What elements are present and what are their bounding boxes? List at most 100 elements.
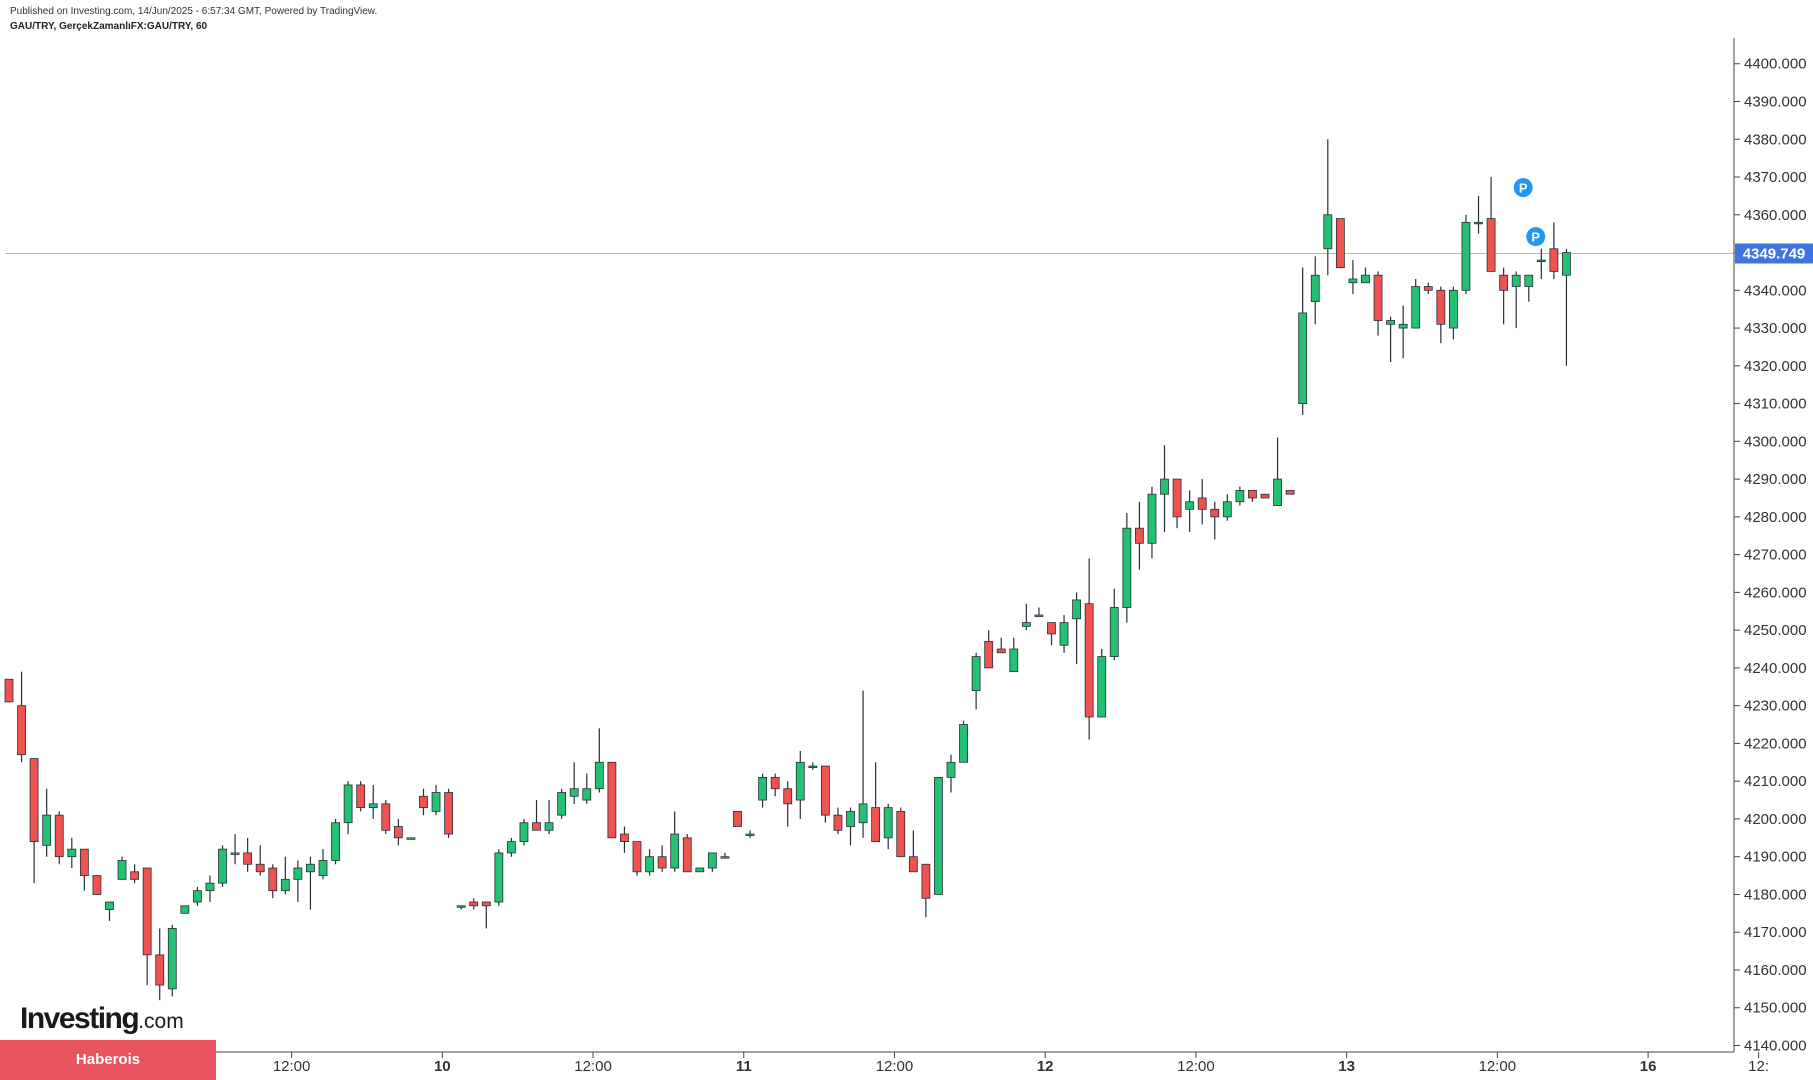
candle-body bbox=[1097, 656, 1107, 718]
p-marker: P bbox=[1513, 178, 1533, 198]
candle-body bbox=[406, 837, 416, 840]
chart-title: GAU/TRY, GerçekZamanlıFX:GAU/TRY, 60 bbox=[10, 21, 208, 32]
price-tick-label: 4210.000 bbox=[1744, 773, 1807, 790]
candle bbox=[1549, 222, 1559, 279]
candle bbox=[280, 856, 290, 895]
candle-body bbox=[318, 860, 328, 876]
candle bbox=[1009, 637, 1019, 673]
candle-body bbox=[1461, 221, 1471, 291]
candle bbox=[1298, 267, 1308, 415]
candle bbox=[632, 841, 642, 876]
candle-body bbox=[569, 788, 579, 797]
candle-body bbox=[444, 792, 454, 835]
candle-body bbox=[1147, 493, 1157, 544]
candle bbox=[1511, 271, 1521, 329]
time-tick-label: 12:00 bbox=[1177, 1058, 1215, 1075]
candle-body bbox=[1122, 527, 1132, 608]
p-marker: P bbox=[1526, 227, 1546, 247]
price-tick-label: 4390.000 bbox=[1744, 94, 1807, 111]
candle bbox=[569, 762, 579, 804]
candle-body bbox=[456, 905, 466, 908]
candle bbox=[331, 818, 340, 865]
candle-body bbox=[1298, 312, 1308, 404]
candle bbox=[494, 849, 504, 906]
candle-body bbox=[393, 826, 403, 839]
candle bbox=[620, 826, 629, 853]
candle bbox=[1210, 501, 1220, 540]
candle-body bbox=[1524, 274, 1534, 287]
candle-body bbox=[92, 875, 102, 895]
candle-body bbox=[481, 901, 491, 907]
candle-body bbox=[532, 822, 541, 831]
candle bbox=[393, 818, 403, 846]
candle bbox=[1160, 445, 1169, 532]
logo-text: Investing bbox=[20, 1002, 140, 1035]
candle bbox=[1411, 278, 1421, 329]
price-axis[interactable]: 4140.000 4150.000 4160.000 4170.000 4180.000… bbox=[1733, 38, 1813, 1055]
candle-body bbox=[871, 807, 881, 842]
price-tick-label: 4150.000 bbox=[1744, 1000, 1807, 1017]
candle bbox=[180, 905, 190, 914]
price-tick-label: 4310.000 bbox=[1744, 396, 1807, 413]
candle-body bbox=[431, 792, 441, 812]
candle bbox=[758, 773, 767, 808]
price-tick-label: 4240.000 bbox=[1744, 660, 1807, 677]
candle-body bbox=[218, 848, 227, 884]
candle-body bbox=[519, 822, 529, 842]
markers-layer: PP bbox=[1513, 178, 1546, 247]
candle-body bbox=[29, 758, 39, 842]
candle bbox=[682, 834, 692, 873]
candle-body bbox=[469, 901, 479, 907]
candle-body bbox=[695, 867, 705, 873]
candle-body bbox=[582, 788, 592, 801]
candle-body bbox=[607, 761, 617, 839]
candle-body bbox=[17, 705, 26, 756]
candle bbox=[1097, 649, 1107, 718]
candle bbox=[1047, 622, 1056, 646]
last-price-badge: 4349.749 bbox=[1735, 243, 1813, 264]
price-tick-label: 4220.000 bbox=[1744, 735, 1807, 752]
time-tick-label: 12:00 bbox=[273, 1058, 311, 1075]
candle-body bbox=[594, 761, 604, 790]
candle-body bbox=[54, 814, 64, 858]
candle-body bbox=[4, 678, 14, 703]
price-tick-label: 4140.000 bbox=[1744, 1038, 1807, 1055]
candle-body bbox=[1536, 259, 1546, 262]
candle bbox=[921, 863, 931, 918]
candle bbox=[130, 864, 140, 884]
candle-body bbox=[1285, 490, 1295, 495]
candle-body bbox=[896, 810, 906, 858]
candle bbox=[293, 860, 303, 903]
candle-body bbox=[1222, 501, 1232, 518]
price-tick-label: 4190.000 bbox=[1744, 849, 1807, 866]
candle bbox=[1135, 501, 1144, 570]
candle-body bbox=[1411, 286, 1421, 329]
candle bbox=[1335, 218, 1345, 269]
candle bbox=[218, 845, 227, 887]
candle-body bbox=[343, 784, 353, 824]
candle bbox=[934, 777, 943, 895]
candle-body bbox=[1511, 274, 1521, 287]
candle bbox=[1034, 607, 1044, 617]
time-tick-label: 12:00 bbox=[574, 1058, 612, 1075]
candle-body bbox=[632, 841, 642, 873]
candle bbox=[984, 630, 994, 669]
price-tick-label: 4300.000 bbox=[1744, 433, 1807, 450]
price-tick-label: 4330.000 bbox=[1744, 320, 1807, 337]
candle bbox=[858, 690, 868, 838]
candle bbox=[1235, 486, 1245, 506]
last-price-badge-bg bbox=[1735, 243, 1813, 264]
price-tick-label: 4360.000 bbox=[1744, 207, 1807, 224]
candle bbox=[1072, 592, 1081, 665]
candle bbox=[720, 852, 730, 859]
candle bbox=[42, 788, 52, 857]
candle bbox=[1222, 494, 1232, 521]
candle bbox=[4, 678, 14, 703]
candle-body bbox=[1260, 493, 1270, 499]
candle-body bbox=[745, 833, 755, 836]
candle bbox=[833, 807, 843, 835]
candle-body bbox=[268, 867, 278, 892]
candle bbox=[1386, 316, 1395, 363]
